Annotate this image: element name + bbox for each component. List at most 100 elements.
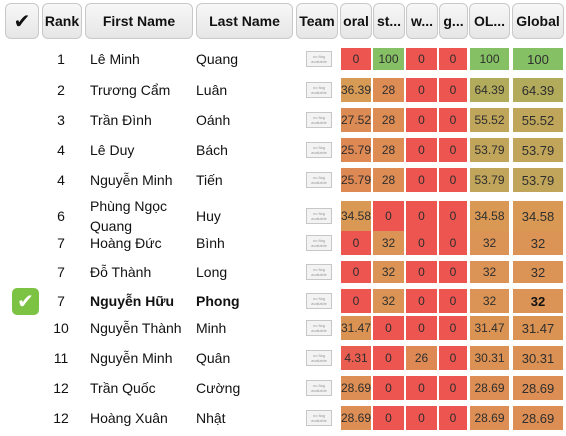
last-name-cell: Huy — [196, 208, 221, 224]
task-score-cell: 28 — [373, 138, 404, 162]
table-row[interactable]: 3 Trần Đình Oánh no flag available 27.52 28 0 0… — [0, 105, 566, 135]
global-score-cell: 30.31 — [513, 346, 563, 370]
rank-cell: 7 — [57, 235, 65, 251]
task-score-cell: 31.47 — [341, 316, 371, 340]
table-row[interactable]: 11 Nguyễn Minh Quân no flag available 4.31 0 2… — [0, 343, 566, 373]
first-name-cell: Đỗ Thành — [90, 264, 152, 280]
task-score-cell: 0 — [439, 376, 467, 400]
team-flag-icon: no flag available — [306, 350, 332, 366]
table-row[interactable]: 4 Nguyễn Minh Tiến no flag available 25.79 28… — [0, 165, 566, 195]
selected-check-icon: ✔ — [12, 288, 39, 315]
global-score-cell: 32 — [513, 289, 563, 313]
team-cell: no flag available — [305, 258, 333, 286]
task-score-cell: 0 — [406, 289, 437, 313]
rank-cell: 3 — [57, 112, 65, 128]
team-flag-icon: no flag available — [306, 320, 332, 336]
contest-score-cell: 64.39 — [470, 78, 509, 102]
header-last-name[interactable]: Last Name — [196, 3, 293, 39]
contest-score-cell: 28.69 — [470, 406, 509, 430]
first-name-cell: Nguyễn Minh — [90, 350, 173, 366]
first-name-cell: Hoàng Đức — [90, 235, 162, 251]
table-row[interactable]: 1 Lê Minh Quang no flag available 0 100 0 0 100 1… — [0, 45, 566, 73]
task-score-cell: 28 — [373, 168, 404, 192]
rank-cell: 11 — [53, 350, 69, 366]
table-row[interactable]: 12 Hoàng Xuân Nhật no flag available 28.69 0 0… — [0, 403, 566, 433]
first-name-cell: Hoàng Xuân — [90, 410, 168, 426]
header-global[interactable]: Global — [512, 3, 564, 39]
last-name-cell: Luân — [196, 82, 228, 98]
task-score-cell: 28 — [373, 78, 404, 102]
global-score-cell: 53.79 — [513, 138, 563, 162]
header-team[interactable]: Team — [296, 3, 338, 39]
task-score-cell: 0 — [439, 108, 467, 132]
rank-cell: 4 — [57, 142, 65, 158]
team-flag-icon: no flag available — [306, 410, 332, 426]
rank-cell: 4 — [57, 172, 65, 188]
task-score-cell: 34.58 — [341, 201, 371, 231]
team-cell: no flag available — [305, 403, 333, 433]
team-cell: no flag available — [305, 45, 333, 73]
first-name-cell: Phùng Ngọc Quang — [90, 198, 168, 234]
last-name-cell: Cường — [196, 380, 241, 396]
last-name-cell: Nhật — [196, 410, 226, 426]
header-task-1[interactable]: oral — [340, 3, 372, 39]
task-score-cell: 0 — [406, 376, 437, 400]
table-row[interactable]: ✔ 7 Nguyễn Hữu Phong no flag available 0 32 0 0 3… — [0, 286, 566, 316]
team-flag-icon: no flag available — [306, 142, 332, 158]
contest-score-cell: 32 — [470, 261, 509, 283]
global-score-cell: 28.69 — [513, 376, 563, 400]
header-first-name[interactable]: First Name — [85, 3, 193, 39]
task-score-cell: 0 — [439, 316, 467, 340]
task-score-cell: 0 — [341, 48, 371, 70]
team-flag-icon: no flag available — [306, 51, 332, 67]
task-score-cell: 0 — [439, 406, 467, 430]
task-score-cell: 100 — [373, 48, 404, 70]
header-task-4[interactable]: g... — [439, 3, 468, 39]
task-score-cell: 0 — [406, 231, 437, 255]
header-task-2[interactable]: st... — [373, 3, 405, 39]
header-task-3[interactable]: w... — [406, 3, 438, 39]
header-checkmark[interactable]: ✔ — [5, 3, 39, 39]
table-row[interactable]: 4 Lê Duy Bách no flag available 25.79 28 0 0 53.… — [0, 135, 566, 165]
header-rank[interactable]: Rank — [42, 3, 82, 39]
first-name-cell: Nguyễn Thành — [90, 320, 182, 336]
header-contest-total[interactable]: OL... — [469, 3, 510, 39]
team-cell: no flag available — [305, 165, 333, 195]
task-score-cell: 0 — [439, 261, 467, 283]
table-row[interactable]: 10 Nguyễn Thành Minh no flag available 31.47… — [0, 313, 566, 343]
task-score-cell: 0 — [373, 406, 404, 430]
global-score-cell: 32 — [513, 261, 563, 283]
task-score-cell: 32 — [373, 261, 404, 283]
global-score-cell: 53.79 — [513, 168, 563, 192]
task-score-cell: 32 — [373, 289, 404, 313]
contest-score-cell: 30.31 — [470, 346, 509, 370]
rank-cell: 7 — [57, 264, 65, 280]
table-row[interactable]: 2 Trương Cẩm Luân no flag available 36.39 28 0… — [0, 75, 566, 105]
task-score-cell: 0 — [406, 168, 437, 192]
contest-score-cell: 55.52 — [470, 108, 509, 132]
task-score-cell: 0 — [373, 201, 404, 231]
task-score-cell: 0 — [439, 289, 467, 313]
task-score-cell: 0 — [439, 168, 467, 192]
table-row[interactable]: 6 Phùng Ngọc Quang Huy no flag available 34.… — [0, 198, 566, 234]
task-score-cell: 0 — [439, 78, 467, 102]
last-name-cell: Oánh — [196, 112, 231, 128]
first-name-cell: Trần Đình — [90, 112, 152, 128]
task-score-cell: 0 — [406, 78, 437, 102]
task-score-cell: 0 — [439, 231, 467, 255]
first-name-cell: Lê Duy — [90, 142, 135, 158]
task-score-cell: 28.69 — [341, 406, 371, 430]
table-row[interactable]: 7 Đỗ Thành Long no flag available 0 32 0 0 32 32 — [0, 258, 566, 286]
rank-cell: 10 — [53, 320, 69, 336]
task-score-cell: 36.39 — [341, 78, 371, 102]
task-score-cell: 0 — [406, 201, 437, 231]
task-score-cell: 0 — [439, 138, 467, 162]
task-score-cell: 0 — [439, 346, 467, 370]
task-score-cell: 28.69 — [341, 376, 371, 400]
contest-score-cell: 32 — [470, 289, 509, 313]
contest-score-cell: 32 — [470, 231, 509, 255]
table-row[interactable]: 12 Trần Quốc Cường no flag available 28.69 0 0… — [0, 373, 566, 403]
table-row[interactable]: 7 Hoàng Đức Bình no flag available 0 32 0 0 32 32 — [0, 228, 566, 258]
contest-score-cell: 53.79 — [470, 138, 509, 162]
team-flag-icon: no flag available — [306, 208, 332, 224]
